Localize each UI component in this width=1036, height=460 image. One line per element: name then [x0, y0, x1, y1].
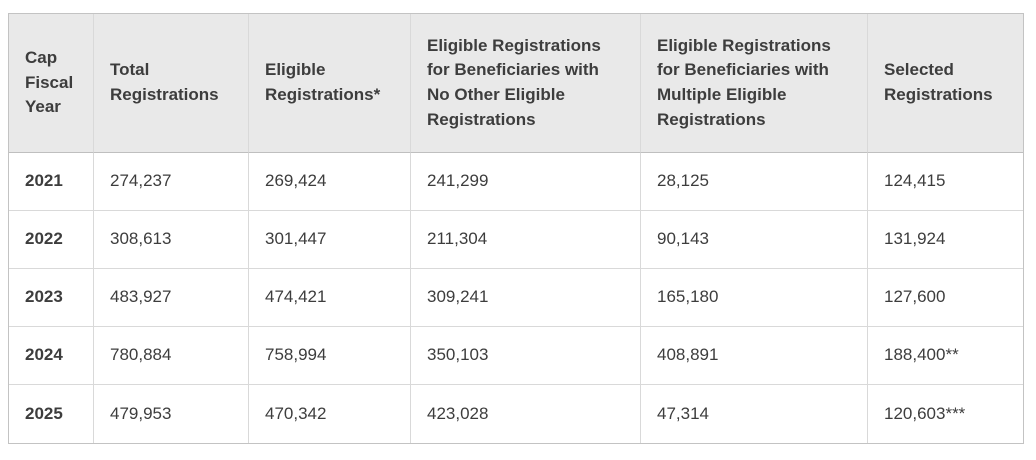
eligible-registrations-cell: 758,994 [249, 327, 411, 385]
year-cell: 2023 [9, 269, 94, 327]
selected-registrations-cell: 127,600 [868, 269, 1023, 327]
eligible-multiple-cell: 408,891 [641, 327, 868, 385]
selected-registrations-cell: 131,924 [868, 211, 1023, 269]
eligible-multiple-cell: 165,180 [641, 269, 868, 327]
total-registrations-cell: 308,613 [94, 211, 249, 269]
eligible-multiple-cell: 47,314 [641, 385, 868, 443]
eligible-multiple-cell: 90,143 [641, 211, 868, 269]
year-cell: 2025 [9, 385, 94, 443]
total-registrations-cell: 274,237 [94, 153, 249, 211]
eligible-registrations-cell: 470,342 [249, 385, 411, 443]
table-row-2022: 2022 308,613 301,447 211,304 90,143 131,… [9, 211, 1023, 269]
table-row-2023: 2023 483,927 474,421 309,241 165,180 127… [9, 269, 1023, 327]
year-cell: 2024 [9, 327, 94, 385]
column-header-eligible-no-other: Eligible Registrations for Beneficiaries… [411, 14, 641, 153]
table-row-2024: 2024 780,884 758,994 350,103 408,891 188… [9, 327, 1023, 385]
eligible-no-other-cell: 211,304 [411, 211, 641, 269]
cap-registrations-table: Cap Fiscal Year Total Registrations Elig… [8, 13, 1024, 444]
year-cell: 2021 [9, 153, 94, 211]
eligible-no-other-cell: 350,103 [411, 327, 641, 385]
table-row-2021: 2021 274,237 269,424 241,299 28,125 124,… [9, 153, 1023, 211]
eligible-registrations-cell: 269,424 [249, 153, 411, 211]
eligible-registrations-cell: 301,447 [249, 211, 411, 269]
total-registrations-cell: 483,927 [94, 269, 249, 327]
column-header-cap-fiscal-year: Cap Fiscal Year [9, 14, 94, 153]
selected-registrations-cell: 124,415 [868, 153, 1023, 211]
table-row-2025: 2025 479,953 470,342 423,028 47,314 120,… [9, 385, 1023, 443]
column-header-total-registrations: Total Registrations [94, 14, 249, 153]
eligible-no-other-cell: 309,241 [411, 269, 641, 327]
eligible-no-other-cell: 423,028 [411, 385, 641, 443]
selected-registrations-cell: 120,603*** [868, 385, 1023, 443]
eligible-multiple-cell: 28,125 [641, 153, 868, 211]
eligible-no-other-cell: 241,299 [411, 153, 641, 211]
column-header-eligible-multiple: Eligible Registrations for Beneficiaries… [641, 14, 868, 153]
year-cell: 2022 [9, 211, 94, 269]
eligible-registrations-cell: 474,421 [249, 269, 411, 327]
total-registrations-cell: 780,884 [94, 327, 249, 385]
column-header-selected-registrations: Selected Registrations [868, 14, 1023, 153]
table-header-row: Cap Fiscal Year Total Registrations Elig… [9, 14, 1023, 153]
total-registrations-cell: 479,953 [94, 385, 249, 443]
column-header-eligible-registrations: Eligible Registrations* [249, 14, 411, 153]
selected-registrations-cell: 188,400** [868, 327, 1023, 385]
